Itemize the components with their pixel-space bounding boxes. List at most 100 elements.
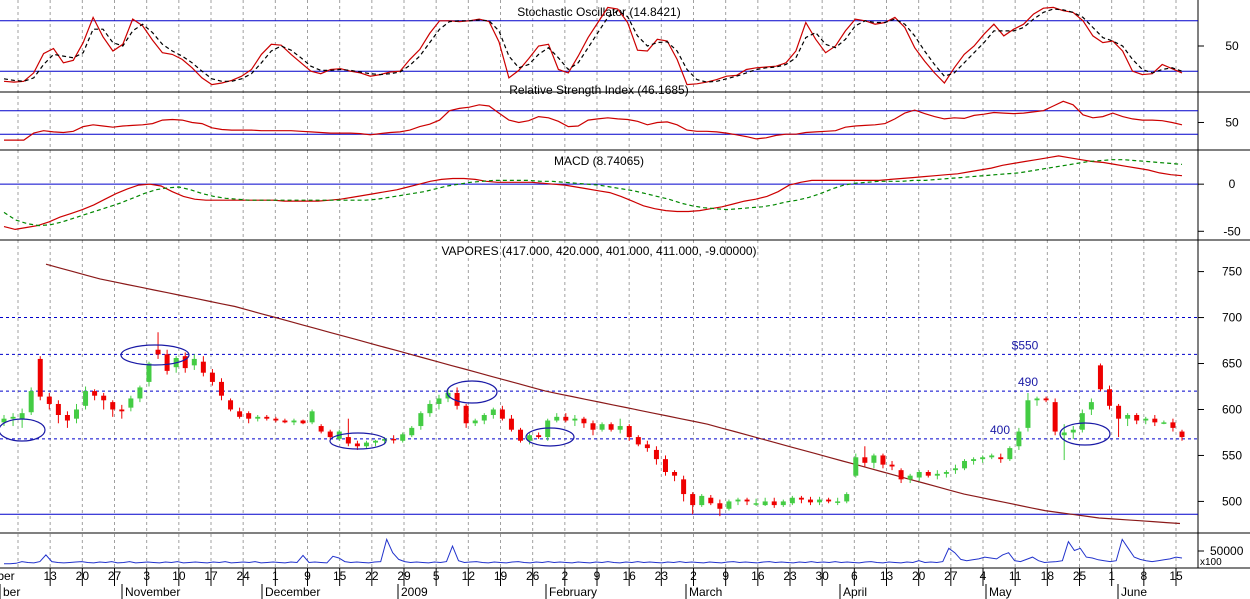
candle-body — [871, 455, 877, 463]
month-label: February — [549, 585, 597, 599]
candle-body — [952, 468, 958, 471]
candle-body — [644, 444, 650, 449]
date-tick-label: 27 — [944, 569, 958, 583]
candle-body — [880, 455, 886, 465]
panel-3: VAPORES (417.000, 420.000, 401.000, 411.… — [0, 244, 1242, 525]
candle-body — [490, 409, 496, 415]
candle-body — [1161, 422, 1167, 424]
date-tick-label: 24 — [236, 569, 250, 583]
candle-body — [318, 426, 324, 432]
candle-body — [1088, 402, 1094, 410]
candle-body — [418, 413, 424, 427]
candle-body — [1170, 422, 1176, 428]
candle-body — [1070, 429, 1076, 433]
trend-line — [45, 263, 1181, 525]
y-tick-label: 50000 — [1210, 544, 1244, 558]
date-tick-label: 20 — [76, 569, 90, 583]
candle-body — [1125, 415, 1131, 419]
candle-body — [128, 398, 134, 408]
candle-body — [409, 427, 415, 436]
candle-body — [1, 418, 7, 423]
candle-body — [527, 435, 533, 441]
candle-body — [771, 501, 777, 506]
candle-body — [554, 416, 560, 421]
date-tick-label: 25 — [1073, 569, 1087, 583]
candle-body — [55, 403, 61, 415]
candle-body — [191, 358, 197, 366]
date-tick-label: 5 — [433, 569, 440, 583]
candle-body — [463, 405, 469, 424]
candle-body — [137, 387, 143, 399]
candle-body — [1061, 432, 1067, 436]
level-label: 490 — [1018, 375, 1038, 389]
signal-series — [3, 159, 1183, 227]
panel-0: Stochastic Oscillator (14.8421) 50 — [0, 5, 1239, 86]
date-tick-label: 17 — [204, 569, 218, 583]
month-label: April — [843, 585, 867, 599]
date-tick-label: 13 — [43, 569, 57, 583]
highlight-ellipse — [120, 344, 190, 366]
candle-body — [1034, 398, 1040, 401]
panel-title: MACD (8.74065) — [554, 154, 644, 168]
candle-body — [92, 391, 98, 396]
candle-body — [454, 392, 460, 406]
date-tick-label: 26 — [526, 569, 540, 583]
highlight-ellipse — [525, 427, 575, 447]
date-tick-label: 3 — [143, 569, 150, 583]
candle-body — [998, 457, 1004, 460]
candle-body — [672, 472, 678, 476]
date-tick-label: 6 — [851, 569, 858, 583]
candle-body — [1097, 365, 1103, 390]
candle-body — [1016, 431, 1022, 447]
date-tick-label: 29 — [397, 569, 411, 583]
candle-body — [481, 415, 487, 421]
candle-body — [1107, 389, 1113, 406]
candle-body — [608, 424, 614, 430]
candle-body — [309, 411, 315, 423]
candle-body — [472, 420, 478, 424]
date-tick-label: 2 — [690, 569, 697, 583]
candle-body — [300, 420, 306, 424]
vertical-gridlines — [17, 0, 1177, 568]
date-tick-label: 8 — [1140, 569, 1147, 583]
candle-body — [1152, 418, 1158, 423]
candle-body — [989, 455, 995, 458]
candle-body — [889, 464, 895, 467]
y-tick-label: 600 — [1222, 402, 1242, 416]
candle-body — [508, 418, 514, 430]
candle-body — [1052, 402, 1058, 432]
highlight-ellipse — [0, 418, 46, 442]
candle-body — [844, 494, 850, 502]
candle-body — [110, 402, 116, 410]
date-tick-label: 19 — [494, 569, 508, 583]
highlight-ellipse — [446, 380, 498, 404]
candle-body — [499, 409, 505, 419]
candle-body — [1025, 400, 1031, 428]
candle-body — [662, 459, 668, 472]
candle-body — [518, 429, 524, 441]
panel-title: Stochastic Oscillator (14.8421) — [517, 5, 680, 19]
date-tick-label: 12 — [462, 569, 476, 583]
candle-body — [699, 495, 705, 506]
candle-body — [925, 472, 931, 476]
date-tick-label: 27 — [108, 569, 122, 583]
y-tick-label: 500 — [1222, 494, 1242, 508]
month-label: December — [265, 585, 320, 599]
date-tick-label: ber — [0, 569, 15, 583]
candle-body — [273, 418, 279, 421]
date-tick-label: 9 — [594, 569, 601, 583]
candle-body — [780, 501, 786, 506]
candle-body — [354, 443, 360, 447]
month-label: ber — [3, 585, 20, 599]
candle-body — [717, 503, 723, 509]
candle-body — [826, 499, 832, 502]
candle-body — [83, 391, 89, 406]
y-tick-label: -50 — [1223, 224, 1241, 238]
y-tick-label: 50 — [1225, 115, 1239, 129]
candle-body — [817, 499, 823, 503]
panel-2: MACD (8.74065) 0 -50 — [0, 154, 1241, 238]
date-tick-label: 1 — [1108, 569, 1115, 583]
candle-body — [753, 503, 759, 505]
candle-body — [363, 442, 369, 447]
date-tick-label: 4 — [980, 569, 987, 583]
